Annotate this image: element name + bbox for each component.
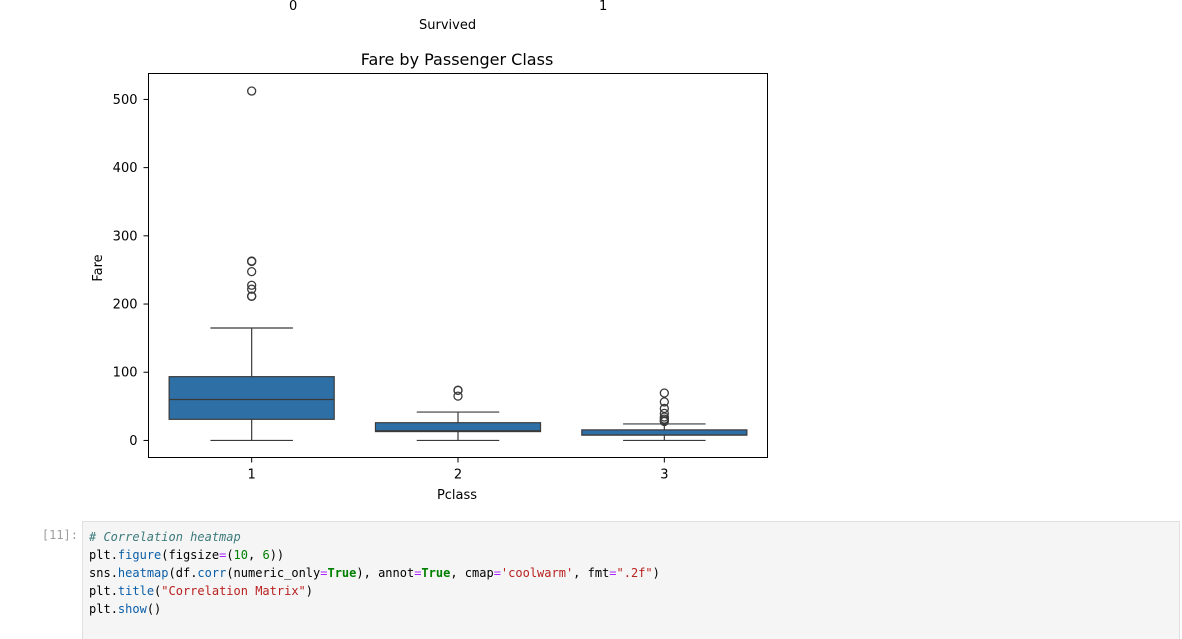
x-tick-label: 1 bbox=[248, 468, 256, 483]
outlier-point bbox=[659, 388, 669, 398]
y-axis: 0 100 200 300 400 500 bbox=[113, 93, 149, 449]
code-token: = bbox=[414, 566, 422, 580]
code-token: # Correlation heatmap bbox=[89, 530, 241, 544]
x-axis: 1 2 3 bbox=[248, 457, 668, 483]
outlier-point bbox=[247, 291, 257, 301]
outlier-point bbox=[659, 397, 669, 407]
x-tick-label: 3 bbox=[660, 468, 668, 483]
code-token: corr bbox=[197, 566, 227, 580]
code-token: 10 bbox=[233, 548, 248, 562]
cell-prompt: [11]: bbox=[41, 528, 78, 542]
box-iqr bbox=[374, 422, 542, 433]
code-line: # Correlation heatmap bbox=[89, 528, 1173, 546]
code-token: 'coolwarm' bbox=[500, 566, 574, 580]
outlier-point bbox=[453, 385, 463, 395]
code-token: ), annot bbox=[356, 566, 415, 580]
previous-plot-xlabel: Survived bbox=[419, 18, 477, 33]
code-line: sns.heatmap(df.corr(numeric_only=True), … bbox=[89, 564, 1173, 582]
outlier-point bbox=[247, 280, 257, 290]
code-token: plt bbox=[89, 602, 111, 616]
boxes-layer bbox=[168, 86, 748, 442]
code-token: = bbox=[320, 566, 328, 580]
x-axis-label: Pclass bbox=[437, 488, 477, 503]
code-editor[interactable]: # Correlation heatmap plt.figure(figsize=… bbox=[83, 522, 1179, 624]
code-token: ( bbox=[226, 548, 234, 562]
box-group-class-1 bbox=[168, 86, 335, 442]
code-token: , bbox=[248, 548, 263, 562]
code-token: figure bbox=[117, 548, 162, 562]
code-token: . bbox=[110, 584, 118, 598]
outlier-point bbox=[247, 256, 257, 266]
box-iqr bbox=[168, 376, 335, 420]
code-token: . bbox=[110, 602, 118, 616]
boxplot-chart: Fare by Passenger Class 0 100 200 300 400 500… bbox=[91, 50, 768, 503]
code-token: = bbox=[493, 566, 501, 580]
code-token: (figsize bbox=[161, 548, 220, 562]
chart-title: Fare by Passenger Class bbox=[361, 50, 554, 69]
y-tick-label: 300 bbox=[113, 229, 138, 244]
code-token: (numeric_only bbox=[226, 566, 321, 580]
x-tick-label: 2 bbox=[454, 468, 462, 483]
code-token: = bbox=[219, 548, 227, 562]
outlier-point bbox=[247, 284, 257, 294]
code-token: . bbox=[110, 566, 118, 580]
code-token: ) bbox=[652, 566, 660, 580]
outlier-point bbox=[659, 403, 669, 414]
y-tick-label: 400 bbox=[113, 161, 138, 176]
code-token: = bbox=[609, 566, 617, 580]
code-token: heatmap bbox=[117, 566, 169, 580]
code-line: plt.title("Correlation Matrix") bbox=[89, 582, 1173, 600]
code-token: True bbox=[421, 566, 451, 580]
outlier-point bbox=[247, 86, 257, 96]
outlier-point bbox=[453, 391, 463, 401]
code-token: plt bbox=[89, 584, 111, 598]
code-token: , cmap bbox=[450, 566, 494, 580]
code-token: . bbox=[190, 566, 198, 580]
box-group-class-3 bbox=[581, 388, 748, 442]
code-token: sns bbox=[89, 566, 111, 580]
y-tick-label: 200 bbox=[113, 298, 138, 313]
outlier-point bbox=[247, 266, 257, 277]
code-line: plt.show() bbox=[89, 600, 1173, 618]
code-token: (df bbox=[168, 566, 191, 580]
code-token: , fmt bbox=[573, 566, 610, 580]
code-token: "Correlation Matrix" bbox=[161, 584, 306, 598]
y-tick-label: 100 bbox=[113, 366, 138, 381]
code-line: plt.figure(figsize=(10, 6)) bbox=[89, 546, 1173, 564]
code-token: )) bbox=[269, 548, 285, 562]
code-token: show bbox=[117, 602, 147, 616]
code-token: plt bbox=[89, 548, 111, 562]
code-token: . bbox=[110, 548, 118, 562]
previous-plot-tick-label-0: 0 bbox=[289, 0, 298, 14]
box-group-class-2 bbox=[374, 385, 542, 442]
y-tick-label: 0 bbox=[129, 434, 137, 449]
code-token: 6 bbox=[262, 548, 270, 562]
code-token: ( bbox=[154, 584, 162, 598]
code-token: ".2f" bbox=[616, 566, 653, 580]
code-token: title bbox=[117, 584, 155, 598]
outlier-point bbox=[659, 408, 669, 419]
code-token: ) bbox=[305, 584, 314, 598]
y-tick-label: 500 bbox=[113, 93, 138, 108]
previous-plot-tick-label-1: 1 bbox=[599, 0, 608, 14]
y-axis-label: Fare bbox=[91, 254, 106, 281]
code-token: () bbox=[146, 602, 162, 616]
code-token: True bbox=[327, 566, 357, 580]
code-cell-input[interactable]: # Correlation heatmap plt.figure(figsize=… bbox=[82, 521, 1180, 639]
